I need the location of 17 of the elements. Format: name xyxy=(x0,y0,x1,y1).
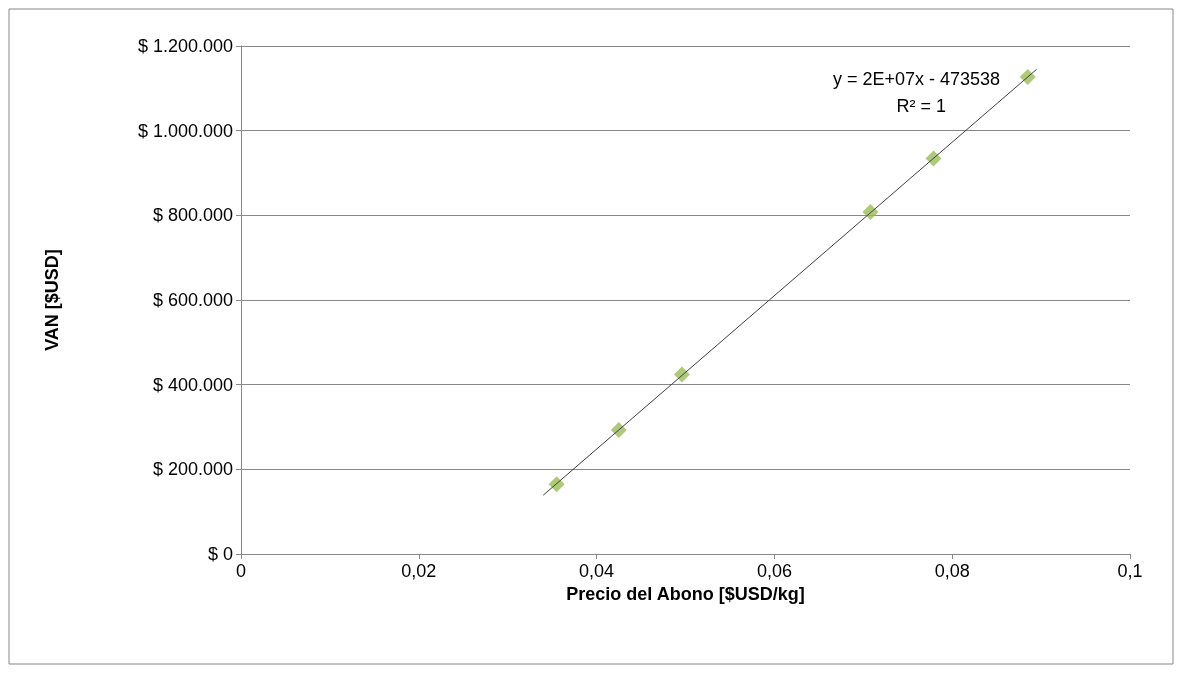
y-tick-label: $ 800.000 xyxy=(152,205,233,226)
x-axis-title: Precio del Abono [$USD/kg] xyxy=(566,583,805,604)
y-tick-label: $ 400.000 xyxy=(152,374,233,395)
y-tick-label: $ 200.000 xyxy=(152,459,233,480)
x-tick-label: 0,08 xyxy=(934,561,970,581)
x-tick-label: 0,06 xyxy=(756,561,792,581)
y-tick-label: $ 1.200.000 xyxy=(137,36,233,56)
y-axis-title: VAN [$USD] xyxy=(42,249,62,351)
x-tick-label: 0 xyxy=(235,561,247,581)
annotation: y = 2E+07x - 473538 xyxy=(832,69,1000,89)
x-tick-label: 0,04 xyxy=(579,561,615,581)
annotation: R² = 1 xyxy=(896,96,947,116)
y-tick-label: $ 1.000.000 xyxy=(137,120,233,141)
y-tick-label: $ 600.000 xyxy=(152,290,233,310)
y-tick-label: $ 0 xyxy=(207,544,233,564)
x-tick-label: 0,02 xyxy=(401,561,437,581)
x-tick-label: 0,1 xyxy=(1117,561,1143,581)
